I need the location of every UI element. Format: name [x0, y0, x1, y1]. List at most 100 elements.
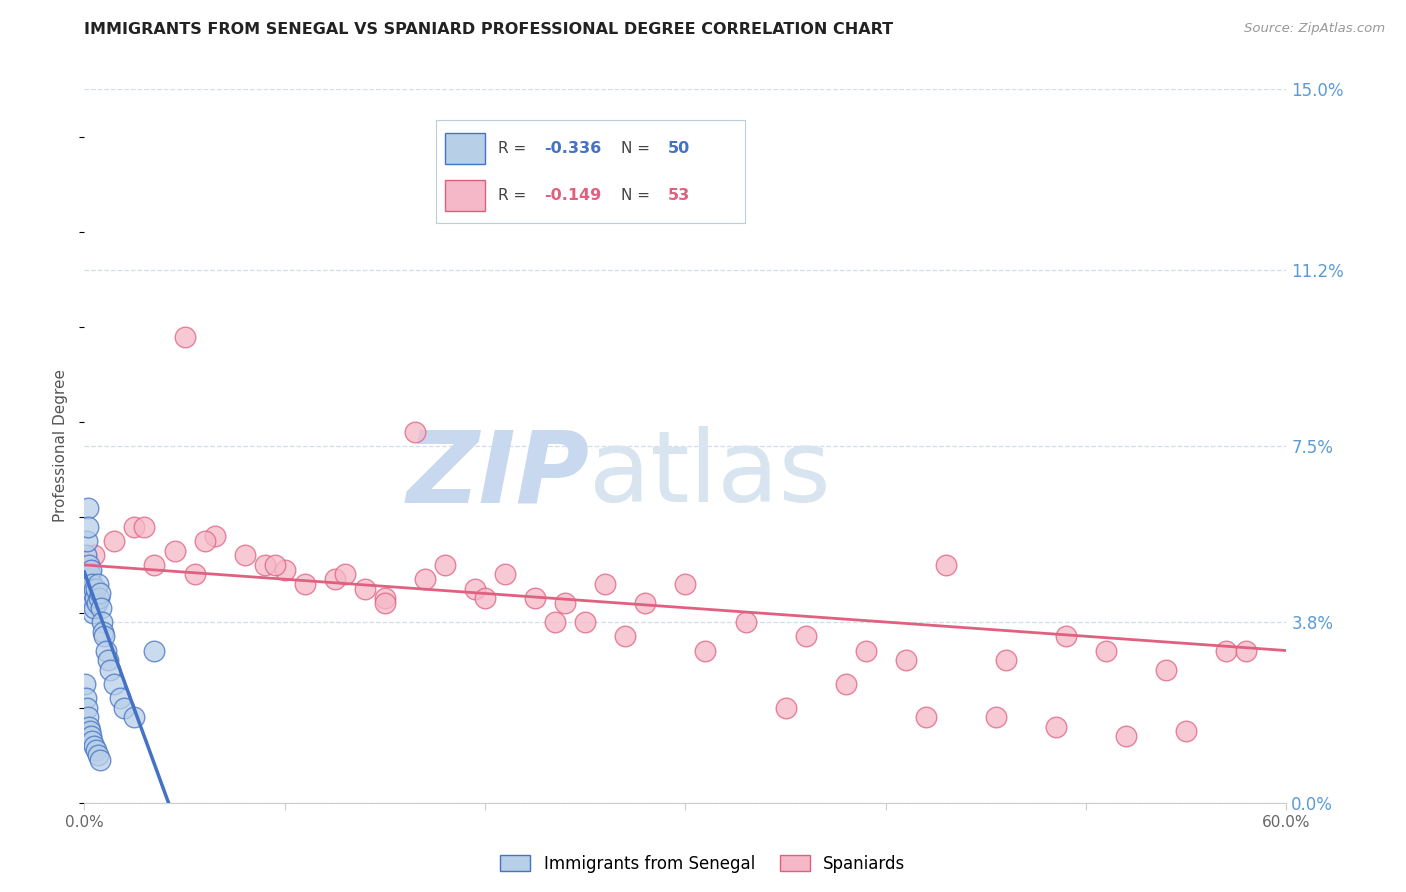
Point — [75, 691, 97, 706]
Point — [100, 663, 122, 677]
Point — [253, 558, 276, 572]
Point — [263, 558, 285, 572]
Point — [894, 653, 917, 667]
Point — [734, 615, 756, 629]
Point — [91, 615, 114, 629]
Point — [86, 743, 108, 757]
Point — [474, 591, 496, 606]
Point — [75, 677, 97, 691]
Point — [77, 710, 100, 724]
Point — [544, 615, 567, 629]
Point — [79, 572, 101, 586]
Point — [614, 629, 637, 643]
Point — [333, 567, 356, 582]
Point — [494, 567, 516, 582]
Point — [1156, 663, 1178, 677]
Point — [374, 596, 396, 610]
Bar — [446, 180, 485, 211]
Point — [80, 729, 103, 743]
Point — [83, 739, 105, 753]
Point — [82, 577, 104, 591]
Point — [323, 572, 346, 586]
Point — [274, 563, 297, 577]
Point — [413, 572, 436, 586]
Text: N =: N = — [621, 188, 655, 202]
Point — [79, 567, 101, 582]
Text: atlas: atlas — [589, 426, 831, 523]
Point — [90, 600, 112, 615]
Point — [97, 653, 120, 667]
Text: Source: ZipAtlas.com: Source: ZipAtlas.com — [1244, 22, 1385, 36]
Point — [794, 629, 817, 643]
Point — [554, 596, 576, 610]
Point — [103, 534, 125, 549]
Point — [103, 677, 125, 691]
Point — [110, 691, 132, 706]
Point — [1045, 720, 1067, 734]
Point — [163, 543, 186, 558]
Point — [80, 582, 103, 596]
Point — [84, 591, 107, 606]
Point — [124, 710, 146, 724]
Point — [79, 558, 101, 572]
Point — [404, 425, 426, 439]
Point — [77, 500, 100, 515]
Text: 50: 50 — [668, 141, 690, 155]
Point — [183, 567, 205, 582]
Point — [1095, 643, 1118, 657]
Point — [634, 596, 657, 610]
Point — [464, 582, 486, 596]
Point — [374, 591, 396, 606]
Point — [87, 748, 110, 763]
Text: R =: R = — [498, 188, 531, 202]
Point — [855, 643, 877, 657]
Point — [79, 724, 101, 739]
Point — [86, 582, 108, 596]
Point — [1175, 724, 1198, 739]
Point — [915, 710, 938, 724]
Point — [143, 558, 166, 572]
Point — [82, 734, 104, 748]
Text: IMMIGRANTS FROM SENEGAL VS SPANIARD PROFESSIONAL DEGREE CORRELATION CHART: IMMIGRANTS FROM SENEGAL VS SPANIARD PROF… — [84, 22, 893, 37]
Point — [89, 753, 111, 767]
Point — [204, 529, 226, 543]
Text: -0.336: -0.336 — [544, 141, 602, 155]
Point — [695, 643, 717, 657]
Point — [93, 629, 115, 643]
Text: 53: 53 — [668, 188, 690, 202]
Point — [1236, 643, 1258, 657]
Point — [79, 720, 101, 734]
Point — [83, 582, 105, 596]
Point — [82, 586, 104, 600]
Text: -0.149: -0.149 — [544, 188, 602, 202]
Point — [83, 549, 105, 563]
Point — [1115, 729, 1137, 743]
Point — [76, 700, 98, 714]
Point — [77, 520, 100, 534]
Point — [83, 600, 105, 615]
Point — [93, 624, 115, 639]
Point — [233, 549, 256, 563]
Point — [574, 615, 596, 629]
Point — [354, 582, 377, 596]
Point — [86, 596, 108, 610]
Point — [75, 596, 97, 610]
Point — [75, 567, 97, 582]
Point — [294, 577, 316, 591]
Point — [87, 577, 110, 591]
Point — [75, 582, 97, 596]
Point — [79, 591, 101, 606]
Point — [75, 549, 97, 563]
Point — [1054, 629, 1077, 643]
Point — [173, 329, 195, 343]
Text: ZIP: ZIP — [406, 426, 589, 523]
Point — [143, 643, 166, 657]
Point — [675, 577, 697, 591]
Point — [524, 591, 547, 606]
Point — [984, 710, 1007, 724]
Text: R =: R = — [498, 141, 531, 155]
Point — [89, 591, 111, 606]
Point — [76, 534, 98, 549]
Point — [434, 558, 457, 572]
Point — [835, 677, 858, 691]
